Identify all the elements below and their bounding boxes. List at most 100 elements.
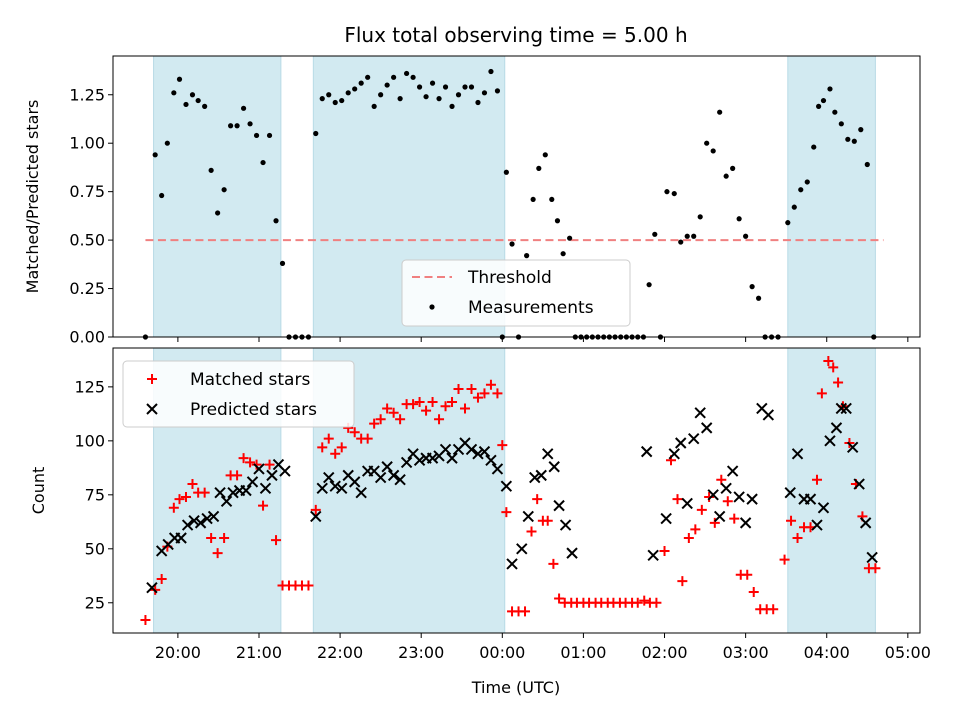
count-plus-point-36 (369, 418, 380, 429)
count-plus-point-57 (501, 507, 512, 518)
ratio-dot-point-47 (442, 84, 449, 90)
legend-threshold-label: Threshold (467, 268, 552, 288)
x-tick-label-2: 21:00 (236, 643, 282, 662)
count-x-point-42 (439, 443, 452, 456)
ratio-dot-point-61 (530, 196, 536, 203)
ratio-dot-point-37 (378, 92, 384, 98)
count-plus-point-12 (212, 548, 223, 559)
ratio-dot-point-94 (730, 165, 736, 171)
ratio-dot-point-35 (365, 74, 371, 80)
ratio-dot-point-106 (811, 144, 817, 150)
count-x-point-64 (660, 512, 672, 525)
ratio-legend: Threshold Measurements (401, 259, 631, 327)
ratio-dot-point-114 (858, 127, 864, 133)
count-x-point-69 (694, 407, 706, 419)
count-plus-point-26 (303, 580, 314, 591)
count-plus-point-102 (786, 515, 797, 526)
count-plus-point-46 (434, 414, 445, 425)
count-x-point-26 (336, 482, 348, 495)
count-plus-point-37 (375, 414, 386, 425)
ratio-dot-point-93 (723, 173, 729, 179)
count-y-tick-label-4: 100 (74, 431, 105, 450)
ratio-dot-point-51 (468, 84, 475, 90)
count-observing-window-3 (787, 347, 876, 634)
count-x-point-74 (726, 465, 739, 477)
count-x-point-81 (791, 448, 804, 460)
count-plus-point-28 (317, 442, 328, 453)
ratio-dot-point-29 (326, 92, 332, 98)
count-plus-point-109 (828, 362, 839, 373)
legend-measurements-label: Measurements (468, 298, 594, 318)
x-tick-label-4: 23:00 (398, 643, 444, 662)
count-y-tick-label-5: 125 (74, 377, 105, 396)
ratio-dot-point-52 (475, 99, 481, 106)
ratio-dot-point-3 (159, 192, 165, 199)
ratio-dot-point-67 (567, 235, 573, 241)
count-x-point-91 (853, 478, 865, 490)
count-x-point-87 (830, 422, 843, 434)
count-x-point-63 (647, 549, 659, 561)
legend-matched-swatch (147, 374, 157, 384)
count-plus-point-6 (174, 494, 185, 505)
count-plus-point-91 (709, 517, 720, 528)
ratio-dot-point-32 (345, 90, 351, 96)
ratio-dot-point-42 (410, 74, 416, 80)
count-plus-point-106 (811, 474, 822, 485)
count-x-point-18 (259, 482, 272, 495)
count-series-2 (146, 402, 878, 594)
count-plus-point-21 (271, 535, 282, 546)
ratio-dot-point-96 (743, 233, 749, 239)
count-x-point-60 (559, 519, 572, 531)
ratio-dot-point-12 (215, 210, 221, 216)
count-plus-point-48 (447, 396, 458, 407)
ratio-dot-point-92 (717, 109, 723, 115)
count-x-point-48 (478, 445, 491, 458)
count-x-point-15 (240, 484, 252, 497)
ratio-dot-point-66 (560, 251, 566, 257)
ratio-dot-point-8 (189, 92, 196, 98)
ratio-dot-point-2 (152, 152, 158, 158)
count-plus-point-40 (395, 414, 406, 425)
count-x-point-22 (310, 510, 322, 523)
count-x-point-29 (355, 486, 367, 499)
ratio-y-tick-label-6: 1.25 (69, 85, 105, 104)
ratio-dot-point-4 (164, 140, 170, 146)
ratio-dot-point-27 (313, 130, 319, 137)
count-plus-point-103 (792, 533, 803, 543)
count-plot-frame (112, 347, 921, 634)
count-plus-point-30 (330, 448, 341, 459)
count-x-point-23 (316, 482, 328, 495)
ratio-dot-point-36 (371, 103, 377, 109)
count-x-point-21 (279, 465, 291, 477)
count-plus-point-49 (453, 384, 464, 395)
count-plus-point-85 (672, 494, 683, 505)
ratio-dot-point-107 (816, 103, 822, 109)
ratio-dot-point-15 (234, 123, 240, 129)
count-x-point-58 (548, 461, 560, 473)
ratio-dot-point-95 (736, 216, 742, 222)
count-x-point-25 (329, 480, 341, 492)
count-plus-point-51 (466, 384, 477, 395)
ratio-dot-point-40 (397, 96, 403, 102)
count-x-point-53 (516, 543, 528, 555)
ratio-dot-point-6 (176, 76, 183, 82)
ratio-dot-point-87 (684, 233, 690, 239)
ratio-dot-point-5 (171, 90, 177, 96)
ratio-dot-point-110 (832, 109, 838, 115)
ratio-dot-point-88 (691, 233, 697, 239)
count-x-point-52 (506, 558, 518, 570)
count-y-tick-label-1: 25 (85, 593, 105, 612)
ratio-dot-point-39 (391, 74, 397, 80)
count-plus-point-19 (258, 500, 269, 511)
ratio-dot-point-63 (542, 152, 548, 158)
ratio-dot-point-31 (339, 97, 345, 104)
count-x-point-70 (700, 422, 713, 434)
count-x-point-10 (207, 510, 220, 523)
count-plus-point-7 (180, 491, 191, 502)
count-y-tick-label-2: 50 (85, 539, 105, 558)
ratio-dot-point-20 (266, 132, 273, 139)
count-plus-point-93 (722, 496, 733, 507)
count-x-point-92 (859, 517, 872, 529)
count-plus-point-82 (651, 597, 662, 608)
ratio-dot-point-113 (851, 138, 857, 144)
